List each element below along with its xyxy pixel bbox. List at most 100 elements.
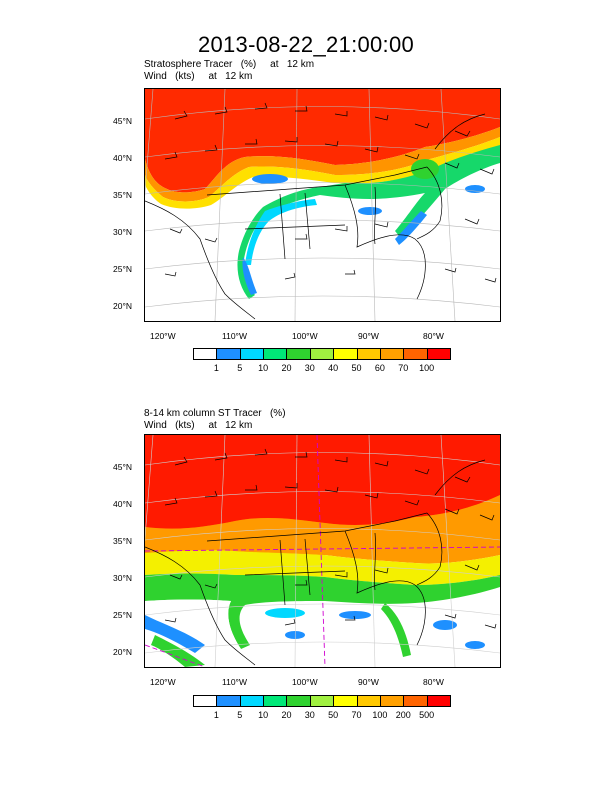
tracer-yellow-band bbox=[145, 137, 500, 209]
panel2-magenta-lines bbox=[145, 435, 500, 667]
panel1-colorbar: 1 5 10 20 30 40 50 60 70 100 bbox=[193, 348, 451, 374]
panel1-lat-label: 20°N bbox=[113, 301, 132, 311]
tracer-cyan-blob bbox=[265, 608, 305, 618]
tracer-blue-blob-4 bbox=[339, 611, 371, 619]
panel2-lat-label: 45°N bbox=[113, 462, 132, 472]
panel2-lat-label: 30°N bbox=[113, 573, 132, 583]
tracer-green-tail bbox=[381, 603, 411, 657]
colorbar-label: 50 bbox=[351, 363, 362, 373]
colorbar-label: 50 bbox=[328, 710, 339, 720]
colorbar-swatch bbox=[333, 348, 358, 360]
colorbar-label: 5 bbox=[237, 710, 243, 720]
tracer-green-belt bbox=[145, 573, 500, 649]
panel1-coastlines bbox=[145, 113, 486, 320]
colorbar-swatch bbox=[333, 695, 358, 707]
panel1-lon-label: 100°W bbox=[292, 331, 318, 341]
panel1-lat-label: 30°N bbox=[113, 227, 132, 237]
colorbar-label: 40 bbox=[328, 363, 339, 373]
colorbar-swatch bbox=[403, 348, 428, 360]
colorbar-swatch bbox=[379, 348, 405, 360]
colorbar-swatch bbox=[216, 348, 241, 360]
panel2-lon-label: 80°W bbox=[423, 677, 444, 687]
colorbar-swatch bbox=[426, 695, 451, 707]
colorbar-swatch bbox=[356, 695, 381, 707]
panel2-graticule bbox=[145, 435, 500, 667]
tracer-green-patch bbox=[151, 635, 205, 667]
colorbar-label: 1 bbox=[213, 710, 219, 720]
plot-title: 2013-08-22_21:00:00 bbox=[197, 32, 415, 57]
panel2-variable-label: 8-14 km column ST Tracer (%) bbox=[144, 408, 286, 419]
colorbar-label: 20 bbox=[281, 363, 292, 373]
panel1-lat-label: 40°N bbox=[113, 153, 132, 163]
colorbar-swatch bbox=[309, 348, 335, 360]
panel2-coastlines bbox=[145, 459, 486, 666]
colorbar-label: 500 bbox=[419, 710, 435, 720]
panel1-graticule bbox=[145, 89, 500, 321]
panel1-map bbox=[144, 88, 501, 322]
tracer-red-core bbox=[145, 435, 500, 529]
panel1-lat-label: 25°N bbox=[113, 264, 132, 274]
panel2-lon-label: 90°W bbox=[358, 677, 379, 687]
colorbar-label: 30 bbox=[304, 710, 315, 720]
colorbar-label: 70 bbox=[351, 710, 362, 720]
panel1-lat-label: 35°N bbox=[113, 190, 132, 200]
tracer-blue-scatter-2 bbox=[145, 615, 205, 653]
tracer-orange-belt bbox=[145, 495, 500, 564]
colorbar-swatch bbox=[193, 348, 218, 360]
panel1-wind-barbs bbox=[164, 102, 497, 283]
panel2-wind-label: Wind (kts) at 12 km bbox=[144, 420, 253, 431]
panel1-tracer-field bbox=[145, 89, 500, 299]
colorbar-swatch bbox=[193, 695, 218, 707]
tracer-blue-patch-1 bbox=[242, 257, 257, 295]
panel1-lon-label: 120°W bbox=[150, 331, 176, 341]
tracer-cyan-band bbox=[245, 199, 317, 265]
panel2-tracer-field bbox=[145, 435, 500, 667]
tracer-blue-blob-2 bbox=[358, 207, 382, 215]
panel1-lon-label: 90°W bbox=[358, 331, 379, 341]
panel1-lon-label: 80°W bbox=[423, 331, 444, 341]
tracer-green-blob bbox=[411, 159, 439, 179]
panel2-lon-label: 110°W bbox=[222, 677, 247, 687]
colorbar-swatch bbox=[309, 695, 335, 707]
panel2-lat-label: 25°N bbox=[113, 610, 132, 620]
panel2-colorbar: 1 5 10 20 30 50 70 100 200 500 bbox=[193, 695, 451, 721]
colorbar-swatch bbox=[286, 348, 311, 360]
panel2-map bbox=[144, 434, 501, 668]
panel1-map-svg bbox=[145, 89, 500, 321]
colorbar-label: 30 bbox=[304, 363, 315, 373]
tracer-orange-band bbox=[145, 127, 500, 202]
tracer-blue-blob-3 bbox=[465, 185, 485, 193]
tracer-yellow-belt bbox=[145, 550, 500, 585]
panel1-wind-label: Wind (kts) at 12 km bbox=[144, 71, 253, 82]
panel2-lat-label: 20°N bbox=[113, 647, 132, 657]
tracer-red-north bbox=[145, 89, 500, 193]
colorbar-label: 60 bbox=[374, 363, 385, 373]
colorbar-label: 10 bbox=[258, 363, 269, 373]
panel1-variable-label: Stratosphere Tracer (%) at 12 km bbox=[144, 59, 315, 70]
colorbar-swatch bbox=[263, 348, 288, 360]
colorbar-label: 10 bbox=[258, 710, 269, 720]
tracer-blue-blob-1 bbox=[252, 174, 288, 184]
colorbar-label: 100 bbox=[372, 710, 388, 720]
colorbar-swatch bbox=[239, 695, 265, 707]
tracer-green-band bbox=[237, 145, 500, 299]
colorbar-label: 100 bbox=[419, 363, 435, 373]
colorbar-swatch bbox=[403, 695, 428, 707]
colorbar-label: 1 bbox=[213, 363, 219, 373]
panel1-lon-label: 110°W bbox=[222, 331, 247, 341]
colorbar-swatch bbox=[426, 348, 451, 360]
colorbar-swatch bbox=[356, 348, 381, 360]
colorbar-swatch bbox=[216, 695, 241, 707]
colorbar-label: 70 bbox=[398, 363, 409, 373]
tracer-blue-blob-5 bbox=[433, 620, 457, 630]
colorbar-swatch bbox=[379, 695, 405, 707]
panel2-wind-barbs bbox=[164, 448, 497, 629]
colorbar-swatch bbox=[239, 348, 265, 360]
tracer-blue-patch-2 bbox=[395, 211, 427, 245]
colorbar-label: 20 bbox=[281, 710, 292, 720]
tracer-blue-blob-7 bbox=[465, 641, 485, 649]
colorbar-swatch bbox=[286, 695, 311, 707]
panel2-lat-label: 35°N bbox=[113, 536, 132, 546]
colorbar-swatch bbox=[263, 695, 288, 707]
panel2-lat-label: 40°N bbox=[113, 499, 132, 509]
